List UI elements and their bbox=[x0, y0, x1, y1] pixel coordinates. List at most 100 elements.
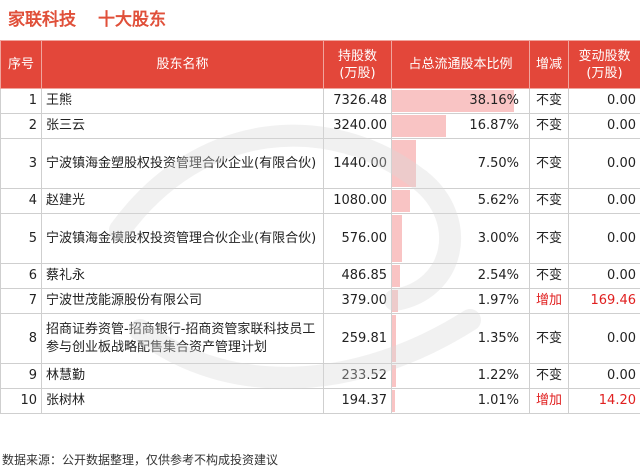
holder-shares: 1080.00 bbox=[323, 188, 392, 214]
holder-delta: 0.00 bbox=[568, 263, 640, 289]
col-header-change: 增减 bbox=[529, 40, 569, 89]
table-row: 4 赵建光 1080.00 5.62% 不变 0.00 bbox=[0, 188, 640, 214]
table-row: 9 林慧勤 233.52 1.22% 不变 0.00 bbox=[0, 363, 640, 389]
holder-delta: 169.46 bbox=[568, 288, 640, 314]
holder-shares: 233.52 bbox=[323, 363, 392, 389]
table-row: 3 宁波镇海金塑股权投资管理合伙企业(有限合伙) 1440.00 7.50% 不变 0.0… bbox=[0, 138, 640, 189]
col-header-delta: 变动股数 (万股) bbox=[568, 40, 640, 89]
holder-change: 不变 bbox=[529, 138, 569, 189]
holder-shares: 3240.00 bbox=[323, 113, 392, 139]
row-index: 4 bbox=[0, 188, 42, 214]
col-header-shares: 持股数 (万股) bbox=[323, 40, 392, 89]
ratio-bar bbox=[392, 215, 402, 262]
ratio-label: 3.00% bbox=[477, 230, 519, 246]
holder-shares: 7326.48 bbox=[323, 88, 392, 114]
ratio-bar bbox=[392, 190, 410, 212]
ratio-bar bbox=[392, 315, 397, 362]
holder-ratio-cell: 2.54% bbox=[391, 263, 530, 289]
holder-change: 不变 bbox=[529, 213, 569, 264]
holder-name: 张树林 bbox=[41, 388, 324, 414]
row-index: 3 bbox=[0, 138, 42, 189]
col-header-shares-text: 持股数 (万股) bbox=[337, 48, 377, 81]
table-row: 8 招商证券资管-招商银行-招商资管家联科技员工参与创业板战略配售集合资产管理计划… bbox=[0, 313, 640, 364]
shareholders-table: 序号 股东名称 持股数 (万股) 占总流通股本比例 增减 变动股数 (万股) 1 王熊… bbox=[0, 40, 640, 414]
row-index: 7 bbox=[0, 288, 42, 314]
row-index: 2 bbox=[0, 113, 42, 139]
row-index: 10 bbox=[0, 388, 42, 414]
holder-ratio-cell: 3.00% bbox=[391, 213, 530, 264]
holder-delta: 0.00 bbox=[568, 363, 640, 389]
holder-delta: 0.00 bbox=[568, 188, 640, 214]
chart-title: 十大股东 bbox=[98, 9, 166, 30]
holder-name: 赵建光 bbox=[41, 188, 324, 214]
row-index: 6 bbox=[0, 263, 42, 289]
ratio-label: 2.54% bbox=[477, 268, 519, 283]
holder-name: 张三云 bbox=[41, 113, 324, 139]
table-header-row: 序号 股东名称 持股数 (万股) 占总流通股本比例 增减 变动股数 (万股) bbox=[0, 40, 640, 89]
holder-delta: 0.00 bbox=[568, 313, 640, 364]
row-index: 5 bbox=[0, 213, 42, 264]
ratio-bar bbox=[392, 365, 396, 387]
ratio-label: 5.62% bbox=[477, 193, 519, 208]
holder-ratio-cell: 7.50% bbox=[391, 138, 530, 189]
holder-shares: 486.85 bbox=[323, 263, 392, 289]
ratio-label: 16.87% bbox=[469, 118, 519, 133]
ratio-bar bbox=[392, 90, 514, 112]
holder-change: 不变 bbox=[529, 113, 569, 139]
table-row: 7 宁波世茂能源股份有限公司 379.00 1.97% 增加 169.46 bbox=[0, 288, 640, 314]
table-row: 1 王熊 7326.48 38.16% 不变 0.00 bbox=[0, 88, 640, 114]
holder-shares: 379.00 bbox=[323, 288, 392, 314]
holder-delta: 0.00 bbox=[568, 113, 640, 139]
holder-delta: 0.00 bbox=[568, 213, 640, 264]
holder-delta: 0.00 bbox=[568, 88, 640, 114]
holder-delta: 0.00 bbox=[568, 138, 640, 189]
holder-ratio-cell: 1.97% bbox=[391, 288, 530, 314]
col-header-delta-text: 变动股数 (万股) bbox=[578, 48, 631, 81]
holder-change: 增加 bbox=[529, 288, 569, 314]
ratio-label: 38.16% bbox=[469, 93, 519, 108]
holder-ratio-cell: 16.87% bbox=[391, 113, 530, 139]
ratio-label: 1.22% bbox=[477, 368, 519, 383]
holder-ratio-cell: 1.22% bbox=[391, 363, 530, 389]
holder-name: 宁波镇海金模股权投资管理合伙企业(有限合伙) bbox=[41, 213, 324, 264]
row-index: 1 bbox=[0, 88, 42, 114]
col-header-ratio: 占总流通股本比例 bbox=[391, 40, 530, 89]
row-index: 9 bbox=[0, 363, 42, 389]
holder-ratio-cell: 1.35% bbox=[391, 313, 530, 364]
holder-shares: 259.81 bbox=[323, 313, 392, 364]
ratio-bar bbox=[392, 140, 416, 187]
ratio-bar bbox=[392, 390, 396, 412]
holder-shares: 576.00 bbox=[323, 213, 392, 264]
holder-change: 增加 bbox=[529, 388, 569, 414]
table-row: 2 张三云 3240.00 16.87% 不变 0.00 bbox=[0, 113, 640, 139]
col-header-name: 股东名称 bbox=[41, 40, 324, 89]
ratio-label: 1.01% bbox=[477, 393, 519, 408]
holder-name: 招商证券资管-招商银行-招商资管家联科技员工参与创业板战略配售集合资产管理计划 bbox=[41, 313, 324, 364]
holder-change: 不变 bbox=[529, 313, 569, 364]
holder-shares: 1440.00 bbox=[323, 138, 392, 189]
ratio-bar bbox=[392, 290, 399, 312]
chart-header: 家联科技 十大股东 bbox=[8, 4, 166, 30]
table-row: 6 蔡礼永 486.85 2.54% 不变 0.00 bbox=[0, 263, 640, 289]
holder-name: 蔡礼永 bbox=[41, 263, 324, 289]
holder-ratio-cell: 1.01% bbox=[391, 388, 530, 414]
holder-name: 宁波镇海金塑股权投资管理合伙企业(有限合伙) bbox=[41, 138, 324, 189]
holder-delta: 14.20 bbox=[568, 388, 640, 414]
table-row: 10 张树林 194.37 1.01% 增加 14.20 bbox=[0, 388, 640, 414]
holder-ratio-cell: 38.16% bbox=[391, 88, 530, 114]
data-source-note: 数据来源：公开数据整理，仅供参考不构成投资建议 bbox=[2, 453, 279, 467]
company-name: 家联科技 bbox=[8, 9, 76, 30]
table-row: 5 宁波镇海金模股权投资管理合伙企业(有限合伙) 576.00 3.00% 不变 0.00 bbox=[0, 213, 640, 264]
holder-change: 不变 bbox=[529, 263, 569, 289]
ratio-bar bbox=[392, 115, 446, 137]
col-header-idx: 序号 bbox=[0, 40, 42, 89]
ratio-label: 7.50% bbox=[477, 155, 519, 171]
row-index: 8 bbox=[0, 313, 42, 364]
holder-change: 不变 bbox=[529, 363, 569, 389]
holder-ratio-cell: 5.62% bbox=[391, 188, 530, 214]
holder-name: 王熊 bbox=[41, 88, 324, 114]
holder-shares: 194.37 bbox=[323, 388, 392, 414]
ratio-label: 1.97% bbox=[477, 293, 519, 308]
ratio-label: 1.35% bbox=[477, 330, 519, 346]
ratio-bar bbox=[392, 265, 401, 287]
